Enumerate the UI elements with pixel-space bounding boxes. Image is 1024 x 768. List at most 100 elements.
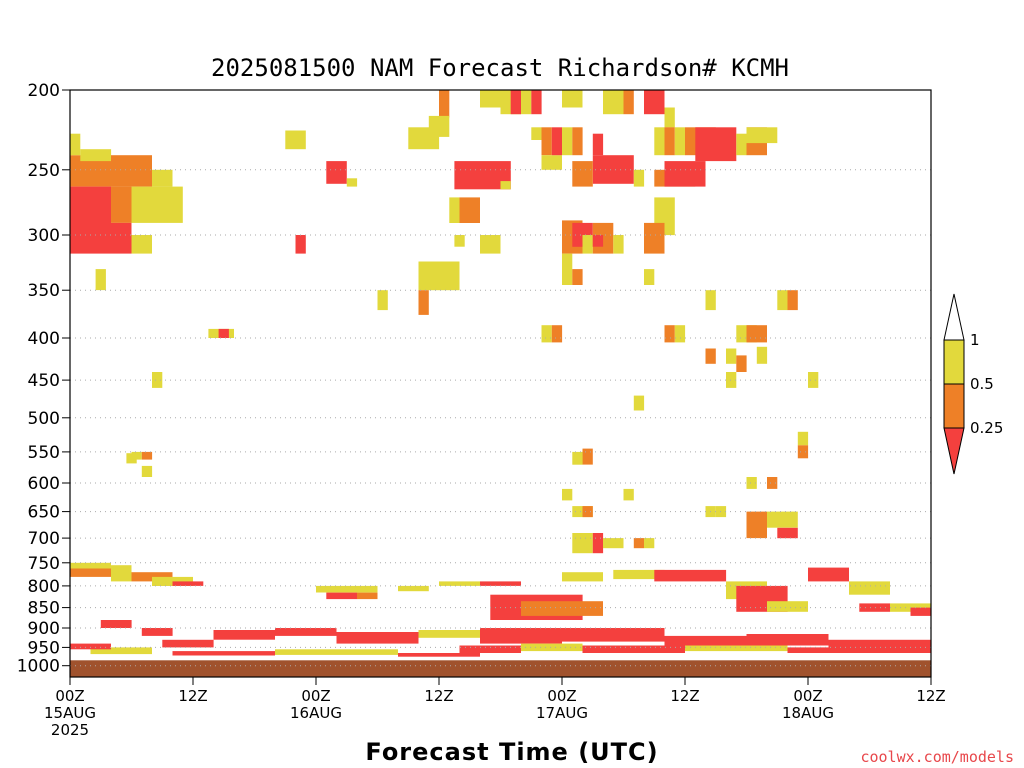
heat-cell	[398, 653, 480, 657]
heat-cell	[510, 90, 521, 115]
heat-cell	[746, 511, 767, 539]
heat-cell	[531, 90, 542, 115]
x-tick-label: 12Z	[424, 687, 453, 705]
y-tick-label: 550	[28, 443, 60, 463]
heat-cell	[797, 431, 809, 446]
heat-cell	[644, 222, 665, 254]
legend-label: 0.25	[970, 419, 1003, 437]
heat-cell	[80, 149, 112, 162]
heat-cell	[377, 290, 388, 311]
heat-cell	[172, 651, 275, 656]
legend-open-top	[943, 293, 965, 341]
heat-cell	[439, 90, 450, 118]
heat-cell	[162, 639, 214, 648]
heat-cell	[131, 572, 173, 582]
x-tick-label: 00Z	[547, 687, 576, 705]
heat-cell	[592, 235, 604, 247]
heat-cell	[454, 235, 465, 247]
y-tick-label: 200	[28, 81, 60, 101]
heat-cell	[500, 181, 511, 190]
heat-cell	[285, 130, 306, 150]
heat-cell	[521, 643, 583, 652]
heat-cell	[100, 620, 132, 628]
heat-cell	[326, 592, 358, 600]
heat-cell	[767, 601, 808, 612]
heat-cell	[418, 290, 429, 315]
heat-cell	[111, 565, 132, 582]
y-tick-label: 300	[28, 226, 60, 246]
heat-cell	[582, 506, 593, 518]
heat-cell	[336, 632, 419, 644]
heat-cell	[746, 127, 778, 144]
heat-cell	[808, 372, 819, 388]
heat-cell	[572, 533, 593, 554]
heat-cell	[695, 127, 737, 162]
heat-cell	[541, 325, 552, 343]
heat-cell	[131, 235, 152, 254]
heat-cell	[623, 90, 634, 115]
heat-cell	[326, 161, 347, 184]
heat-cell	[654, 127, 665, 156]
heat-cell	[111, 155, 152, 187]
heat-cell	[859, 603, 891, 612]
heat-cell	[141, 451, 153, 460]
heat-cell	[633, 538, 645, 549]
y-tick-label: 500	[28, 409, 60, 429]
heat-cell	[551, 127, 563, 156]
x-tick-label: 15AUG	[44, 704, 96, 722]
heat-cell	[705, 290, 716, 311]
plot-frame	[69, 89, 932, 678]
heat-cell	[664, 107, 675, 128]
heat-cell	[674, 127, 686, 156]
heat-cell	[572, 269, 583, 285]
color-legend: 1 0.5 0.25	[943, 293, 1003, 475]
heat-cell	[531, 127, 542, 140]
heat-cell	[582, 448, 593, 465]
heat-cell	[808, 567, 849, 582]
heat-cell	[126, 453, 137, 464]
x-tick-label: 00Z	[55, 687, 84, 705]
heat-cell	[787, 647, 931, 653]
heat-cell	[592, 133, 604, 156]
heat-cell	[152, 372, 163, 388]
heat-cell	[562, 488, 573, 501]
heat-cell	[551, 325, 563, 343]
heat-cell	[480, 628, 562, 644]
heat-cell	[95, 269, 106, 291]
heat-cell	[480, 90, 501, 108]
heat-cell	[849, 581, 890, 595]
y-tick-label: 800	[28, 577, 60, 597]
y-tick-label: 450	[28, 371, 60, 391]
heat-cell	[777, 527, 798, 539]
heat-cell	[633, 169, 645, 187]
ground-fill	[70, 660, 931, 677]
heat-cell	[275, 649, 398, 655]
heat-cell	[70, 562, 111, 569]
x-tick-label: 00Z	[793, 687, 822, 705]
x-tick-label: 17AUG	[536, 704, 588, 722]
source-credit[interactable]: coolwx.com/models	[860, 748, 1014, 766]
heat-cell	[141, 628, 173, 636]
heat-cell	[572, 127, 583, 156]
heat-cell	[613, 569, 665, 580]
heat-cell	[623, 488, 634, 501]
y-tick-label: 950	[28, 638, 60, 658]
dotted-gridlines	[70, 169, 931, 667]
heat-cell	[644, 269, 655, 285]
heat-cell	[70, 186, 111, 254]
heat-cell	[603, 90, 624, 115]
heat-cell	[797, 445, 809, 459]
x-tick-label: 12Z	[670, 687, 699, 705]
y-tick-label: 350	[28, 281, 60, 301]
legend-label: 1	[970, 331, 980, 349]
heat-cell	[767, 511, 798, 528]
heat-cell	[572, 451, 583, 465]
heat-cell	[562, 127, 573, 156]
heat-cell	[428, 115, 450, 137]
heat-cell	[910, 607, 931, 616]
y-tick-label: 650	[28, 503, 60, 523]
heat-cell	[521, 90, 532, 115]
heat-cell	[398, 585, 429, 592]
